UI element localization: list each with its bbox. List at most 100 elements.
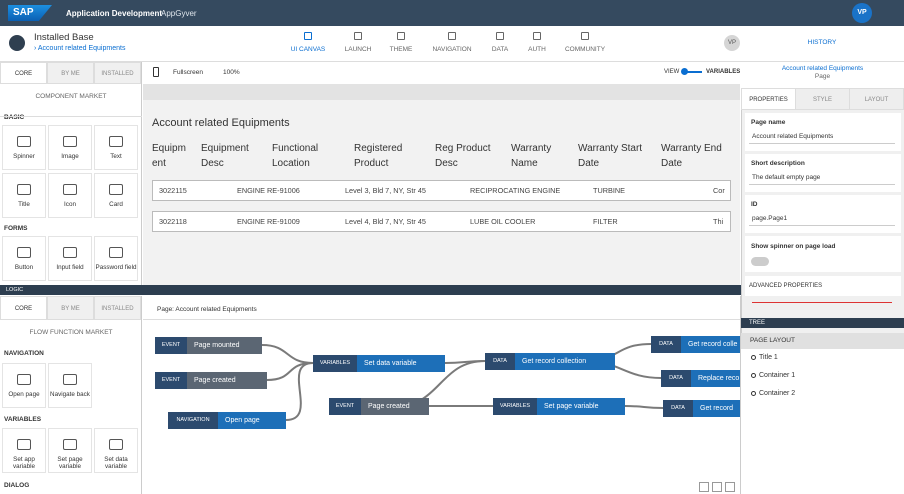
table-cell: 3022118 bbox=[159, 217, 187, 226]
sap-logo: SAP bbox=[8, 5, 52, 21]
flow-node[interactable]: EVENT Page created bbox=[329, 398, 429, 415]
item-label: Card bbox=[109, 201, 123, 208]
nav-icon bbox=[496, 32, 504, 40]
zoom-control[interactable] bbox=[725, 482, 735, 492]
prop-label: ID bbox=[751, 201, 758, 208]
palette-tab[interactable]: CORE bbox=[0, 62, 47, 84]
props-tab[interactable]: PROPERTIES bbox=[741, 88, 796, 110]
palette-item[interactable]: Button bbox=[2, 236, 46, 281]
palette-tab[interactable]: BY ME bbox=[47, 296, 94, 320]
table-cell: TURBINE bbox=[593, 186, 626, 195]
view-toggle[interactable] bbox=[684, 71, 702, 73]
flow-node[interactable]: NAVIGATION Open page bbox=[168, 412, 286, 429]
zoom-control[interactable] bbox=[712, 482, 722, 492]
nav-tab[interactable]: UI CANVAS bbox=[290, 46, 326, 53]
nav-tab[interactable]: LAUNCH bbox=[344, 46, 372, 53]
market-search[interactable]: FLOW FUNCTION MARKET bbox=[29, 329, 113, 336]
prop-value[interactable]: page.Page1 bbox=[749, 212, 895, 226]
tree-item[interactable]: Container 2 bbox=[759, 390, 796, 397]
item-icon bbox=[63, 439, 77, 450]
node-label: Get record colle bbox=[681, 336, 740, 353]
history-link[interactable]: HISTORY bbox=[807, 39, 837, 46]
props-tab[interactable]: STYLE bbox=[795, 88, 850, 110]
zoom[interactable]: 100% bbox=[223, 69, 240, 76]
node-tag: NAVIGATION bbox=[168, 412, 218, 429]
item-icon bbox=[17, 247, 31, 258]
table-cell: FILTER bbox=[593, 217, 618, 226]
flow-node[interactable]: EVENT Page mounted bbox=[155, 337, 262, 354]
palette-item[interactable]: Set data variable bbox=[94, 428, 138, 473]
avatar[interactable]: VP bbox=[852, 3, 872, 23]
item-label: Icon bbox=[64, 201, 76, 208]
palette-tab[interactable]: INSTALLED bbox=[94, 62, 141, 84]
node-label: Open page bbox=[218, 412, 286, 429]
prop-card: Page name Account related Equipments bbox=[745, 113, 901, 151]
palette-item[interactable]: Set app variable bbox=[2, 428, 46, 473]
item-label: Title bbox=[18, 201, 30, 208]
palette-item[interactable]: Spinner bbox=[2, 125, 46, 170]
market-search[interactable]: COMPONENT MARKET bbox=[35, 93, 107, 100]
palette-item[interactable]: Navigate back bbox=[48, 363, 92, 408]
props-page: Account related Equipments bbox=[781, 65, 864, 72]
props-tab[interactable]: LAYOUT bbox=[849, 88, 904, 110]
node-label: Page mounted bbox=[187, 337, 262, 354]
table-cell: 3022115 bbox=[159, 186, 187, 195]
palette-item[interactable]: Input field bbox=[48, 236, 92, 281]
device-icon bbox=[153, 67, 159, 77]
prop-value[interactable]: The default empty page bbox=[749, 171, 895, 185]
node-tag: EVENT bbox=[155, 372, 187, 389]
flow-node[interactable]: DATA Get record bbox=[663, 400, 740, 417]
tree-item[interactable]: Container 1 bbox=[759, 372, 796, 379]
nav-icon bbox=[397, 32, 405, 40]
node-tag: VARIABLES bbox=[493, 398, 537, 415]
table-cell: Thi bbox=[713, 217, 724, 226]
flow-node[interactable]: EVENT Page created bbox=[155, 372, 267, 389]
node-label: Page created bbox=[187, 372, 267, 389]
error-line bbox=[752, 302, 892, 303]
palette-tab[interactable]: CORE bbox=[0, 296, 47, 320]
flow-node[interactable]: VARIABLES Set data variable bbox=[313, 355, 445, 372]
palette-item[interactable]: Card bbox=[94, 173, 138, 218]
item-icon bbox=[63, 374, 77, 385]
palette-item[interactable]: Open page bbox=[2, 363, 46, 408]
item-icon bbox=[17, 184, 31, 195]
zoom-control[interactable] bbox=[699, 482, 709, 492]
item-icon bbox=[109, 136, 123, 147]
item-label: Password field bbox=[95, 264, 137, 271]
flow-node[interactable]: DATA Get record collection bbox=[485, 353, 615, 370]
palette-item[interactable]: Image bbox=[48, 125, 92, 170]
nav-tab[interactable]: THEME bbox=[389, 46, 413, 53]
flow-node[interactable]: VARIABLES Set page variable bbox=[493, 398, 625, 415]
nav-tab[interactable]: NAVIGATION bbox=[432, 46, 472, 53]
back-button[interactable] bbox=[9, 35, 25, 51]
table-header: Registered Product bbox=[354, 143, 403, 169]
palette-item[interactable]: Password field bbox=[94, 236, 138, 281]
props-head bbox=[741, 62, 904, 88]
advanced[interactable]: ADVANCED PROPERTIES bbox=[745, 276, 901, 296]
item-label: Spinner bbox=[13, 153, 35, 160]
nav-tab[interactable]: COMMUNITY bbox=[564, 46, 606, 53]
flow-node[interactable]: DATA Replace reco bbox=[661, 370, 740, 387]
nav-tab[interactable]: DATA bbox=[491, 46, 509, 53]
table-header: Equipment Desc bbox=[201, 143, 249, 169]
palette-tab[interactable]: BY ME bbox=[47, 62, 94, 84]
table-cell: Cor bbox=[713, 186, 725, 195]
palette-item[interactable]: Set page variable bbox=[48, 428, 92, 473]
section-title: NAVIGATION bbox=[4, 350, 44, 357]
nav-tab[interactable]: AUTH bbox=[528, 46, 546, 53]
palette-item[interactable]: Text bbox=[94, 125, 138, 170]
prop-value[interactable]: Account related Equipments bbox=[749, 130, 895, 144]
app-name: Installed Base bbox=[34, 32, 94, 43]
fullscreen[interactable]: Fullscreen bbox=[173, 69, 203, 76]
breadcrumb[interactable]: › Account related Equipments bbox=[34, 45, 126, 52]
item-label: Set page variable bbox=[57, 456, 83, 470]
spinner-toggle[interactable] bbox=[751, 257, 769, 266]
flow-node[interactable]: DATA Get record colle bbox=[651, 336, 740, 353]
palette-tab[interactable]: INSTALLED bbox=[94, 296, 141, 320]
item-label: Set data variable bbox=[104, 456, 128, 470]
table-cell: ENGINE RE-91006 bbox=[237, 186, 300, 195]
palette-item[interactable]: Icon bbox=[48, 173, 92, 218]
item-icon bbox=[17, 136, 31, 147]
tree-item[interactable]: Title 1 bbox=[759, 354, 778, 361]
palette-item[interactable]: Title bbox=[2, 173, 46, 218]
